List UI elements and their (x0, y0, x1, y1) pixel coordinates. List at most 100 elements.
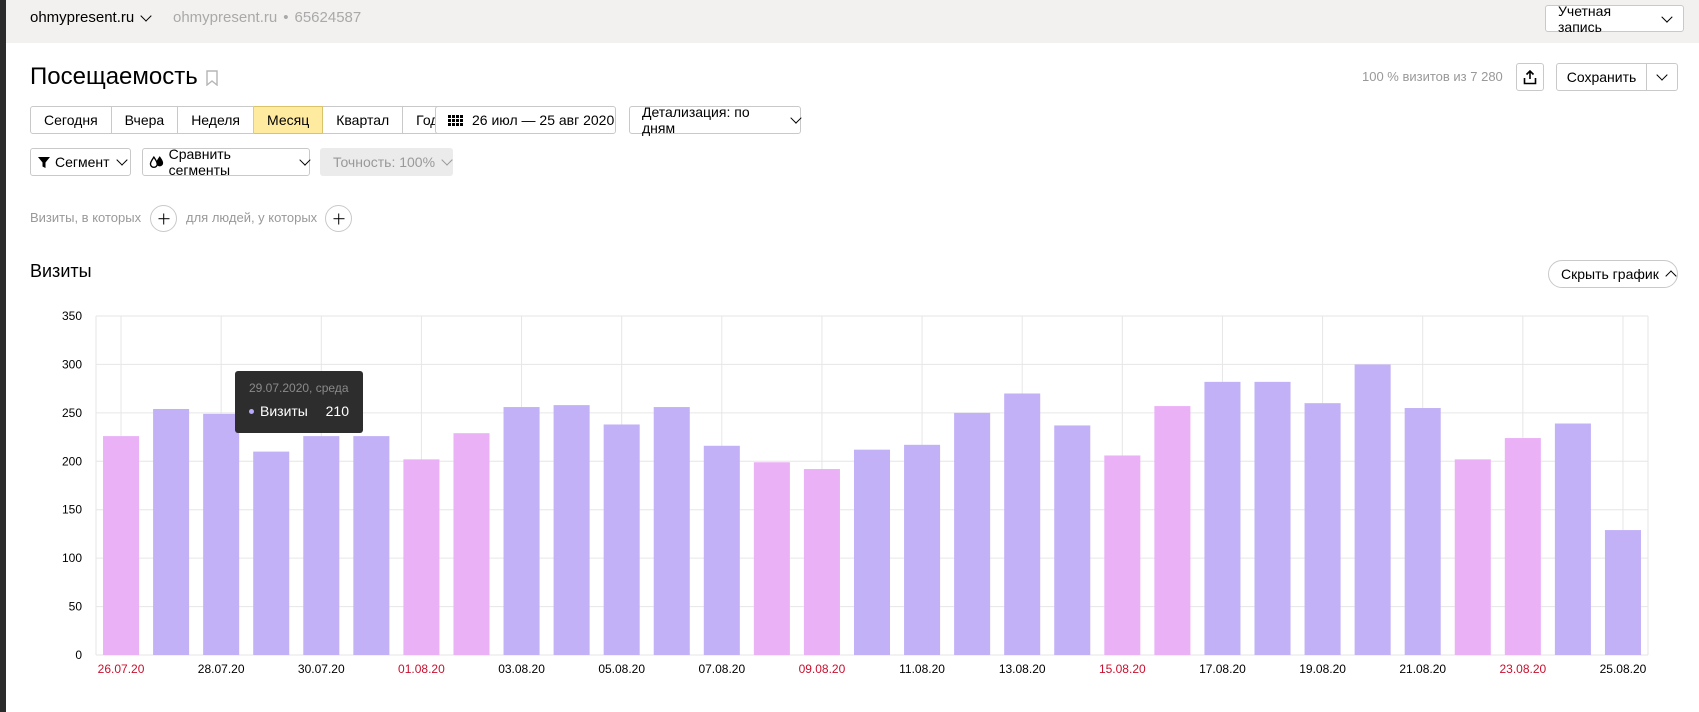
chevron-up-icon (1665, 269, 1677, 282)
chevron-down-icon (299, 154, 311, 166)
x-tick-label: 15.08.20 (1099, 662, 1146, 676)
tooltip-value: 210 (325, 403, 349, 419)
bar-14.08.20[interactable] (1054, 425, 1091, 655)
accuracy-select[interactable]: Точность: 100% (320, 148, 453, 176)
compare-label: Сравнить сегменты (168, 146, 231, 178)
x-tick-label: 23.08.20 (1499, 662, 1546, 676)
bar-16.08.20[interactable] (1154, 406, 1191, 655)
x-tick-label: 19.08.20 (1299, 662, 1346, 676)
chevron-down-icon (1661, 10, 1673, 23)
y-tick-label: 50 (69, 600, 83, 614)
site-selector[interactable]: ohmypresent.ru (30, 9, 152, 26)
tooltip-date: 29.07.2020, среда (249, 381, 349, 395)
period-button[interactable]: Сегодня (30, 106, 112, 134)
bar-10.08.20[interactable] (853, 449, 891, 655)
save-options-button[interactable] (1647, 63, 1678, 91)
save-group: Сохранить (1556, 63, 1678, 91)
chart-tooltip: 29.07.2020, среда Визиты 210 (235, 371, 363, 433)
chevron-down-icon (1656, 69, 1668, 81)
visits-bar-chart: 0 50 100 150 200 250 300 350 26.07.20 28.07.20 30.… (62, 309, 1649, 676)
x-tick-label: 03.08.20 (498, 662, 545, 676)
detail-label: Детализация: по дням (642, 104, 750, 136)
bar-06.08.20[interactable] (653, 407, 690, 655)
save-button[interactable]: Сохранить (1556, 63, 1647, 91)
bar-02.08.20[interactable] (453, 433, 490, 655)
bar-07.08.20[interactable] (703, 445, 740, 655)
account-button[interactable]: Учетная запись (1545, 2, 1684, 35)
y-tick-label: 300 (62, 357, 82, 371)
y-tick-label: 0 (75, 648, 82, 662)
x-tick-label: 11.08.20 (899, 662, 945, 676)
detail-select[interactable]: Детализация: по дням (629, 104, 802, 136)
bar-15.08.20[interactable] (1104, 455, 1141, 655)
bar-17.08.20[interactable] (1204, 381, 1241, 655)
bar-12.08.20[interactable] (954, 412, 991, 655)
y-tick-label: 350 (62, 309, 82, 323)
chart-section-title: Визиты (30, 261, 92, 281)
bar-25.08.20[interactable] (1604, 530, 1641, 655)
export-icon (1523, 69, 1537, 84)
bar-26.07.20[interactable] (103, 436, 140, 655)
date-range-label: 26 июл — 25 авг 2020 (472, 112, 615, 128)
segment-button[interactable]: Сегмент (30, 148, 131, 176)
hide-chart-button[interactable]: Скрыть график (1548, 260, 1678, 288)
bar-29.07.20[interactable] (253, 451, 290, 655)
bar-20.08.20[interactable] (1354, 364, 1391, 655)
x-tick-label: 26.07.20 (98, 662, 145, 676)
site-info: ohmypresent.ru • 65624587 (173, 9, 362, 26)
add-visit-condition-button[interactable] (150, 205, 177, 232)
period-selector: Сегодня Вчера Неделя Месяц Квартал Год (30, 106, 453, 134)
bar-27.07.20[interactable] (153, 408, 190, 655)
period-button[interactable]: Месяц (254, 106, 324, 134)
x-tick-label: 21.08.20 (1399, 662, 1446, 676)
bar-11.08.20[interactable] (904, 444, 941, 655)
site-domain: ohmypresent.ru (173, 9, 278, 26)
bar-28.07.20[interactable] (203, 413, 240, 655)
tooltip-series: Визиты (260, 403, 308, 419)
bar-08.08.20[interactable] (753, 462, 790, 655)
bar-22.08.20[interactable] (1454, 459, 1491, 655)
bar-09.08.20[interactable] (803, 469, 840, 655)
bar-19.08.20[interactable] (1304, 403, 1341, 655)
x-tick-label: 30.07.20 (298, 662, 345, 676)
period-button[interactable]: Неделя (178, 106, 255, 134)
date-range-button[interactable]: 26 июл — 25 авг 2020 (435, 106, 616, 134)
chevron-down-icon (115, 154, 128, 166)
segment-label: Сегмент (55, 154, 110, 170)
x-tick-label: 13.08.20 (999, 662, 1046, 676)
bar-05.08.20[interactable] (603, 424, 640, 655)
drops-icon (149, 155, 164, 168)
y-tick-label: 250 (62, 406, 82, 420)
x-tick-label: 28.07.20 (198, 662, 245, 676)
y-tick-label: 100 (62, 551, 82, 565)
bar-01.08.20[interactable] (403, 459, 440, 655)
compare-segments-button[interactable]: Сравнить сегменты (142, 146, 311, 178)
bar-23.08.20[interactable] (1504, 438, 1541, 655)
chevron-down-icon (441, 154, 453, 166)
period-button[interactable]: Квартал (323, 106, 404, 134)
y-tick-label: 200 (62, 454, 82, 468)
accuracy-label: Точность: 100% (333, 154, 436, 170)
visits-filter-label: Визиты, в которых (30, 210, 142, 225)
series-dot-icon (249, 408, 254, 414)
add-people-condition-button[interactable] (325, 205, 352, 232)
bar-21.08.20[interactable] (1404, 408, 1441, 655)
left-edge-bar (0, 0, 6, 712)
export-button[interactable] (1516, 63, 1544, 91)
bar-04.08.20[interactable] (553, 405, 590, 655)
people-filter-label: для людей, у которых (186, 210, 318, 225)
x-tick-label: 07.08.20 (698, 662, 745, 676)
top-bar: ohmypresent.ru ohmypresent.ru • 65624587 У… (6, 0, 1699, 43)
bar-18.08.20[interactable] (1254, 381, 1291, 655)
bar-24.08.20[interactable] (1554, 423, 1591, 655)
account-label: Учетная запись (1558, 2, 1612, 35)
chevron-down-icon (790, 112, 802, 124)
bar-03.08.20[interactable] (503, 407, 540, 655)
bookmark-icon[interactable] (206, 70, 218, 86)
bar-31.07.20[interactable] (353, 436, 390, 655)
bar-13.08.20[interactable] (1004, 393, 1041, 655)
period-button[interactable]: Вчера (111, 106, 179, 134)
x-tick-label: 25.08.20 (1600, 662, 1647, 676)
x-tick-label: 17.08.20 (1199, 662, 1246, 676)
bar-30.07.20[interactable] (303, 436, 340, 655)
